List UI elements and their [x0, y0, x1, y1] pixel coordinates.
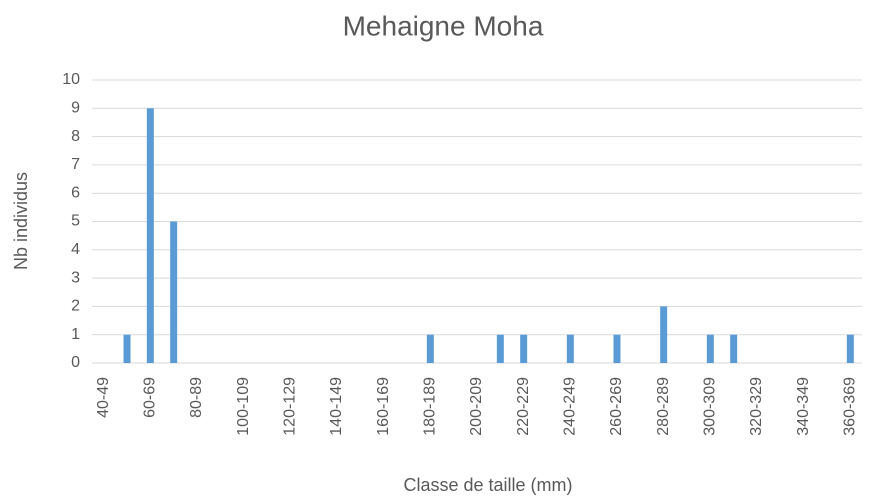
bar [496, 334, 504, 363]
y-tick-label: 0 [71, 354, 80, 371]
x-tick-label: 240-249 [562, 377, 579, 436]
x-tick-label: 280-289 [655, 377, 672, 436]
y-tick-label: 7 [71, 156, 80, 173]
bar [146, 108, 154, 363]
x-tick-label: 300-309 [702, 377, 719, 436]
x-tick-label: 60-69 [142, 377, 159, 418]
bar [613, 334, 621, 363]
x-tick-label: 180-189 [422, 377, 439, 436]
y-tick-label: 3 [71, 269, 80, 286]
x-tick-label: 120-129 [282, 377, 299, 436]
x-tick-label: 260-269 [608, 377, 625, 436]
x-tick-label: 320-329 [748, 377, 765, 436]
y-tick-label: 2 [71, 298, 80, 315]
bar [706, 334, 714, 363]
y-tick-label: 5 [71, 213, 80, 230]
x-tick-label: 360-369 [842, 377, 859, 436]
y-tick-label: 8 [71, 128, 80, 145]
y-tick-label: 4 [71, 241, 80, 258]
bar [566, 334, 574, 363]
bar [730, 334, 738, 363]
y-tick-label: 10 [62, 71, 80, 88]
x-tick-label: 80-89 [188, 377, 205, 418]
bar [846, 334, 854, 363]
x-tick-label: 160-169 [375, 377, 392, 436]
x-tick-label: 100-109 [235, 377, 252, 436]
x-tick-label: 340-349 [795, 377, 812, 436]
y-tick-label: 9 [71, 100, 80, 117]
bar [520, 334, 528, 363]
x-tick-label: 140-149 [328, 377, 345, 436]
y-tick-label: 6 [71, 184, 80, 201]
x-tick-label: 200-209 [468, 377, 485, 436]
bar [123, 334, 131, 363]
y-axis-title: Nb individus [11, 172, 31, 270]
x-tick-label: 220-229 [515, 377, 532, 436]
chart-title: Mehaigne Moha [343, 10, 544, 41]
bar [660, 306, 668, 363]
x-tick-label: 40-49 [95, 377, 112, 418]
y-tick-label: 1 [71, 326, 80, 343]
bar [170, 221, 178, 363]
bar [426, 334, 434, 363]
x-axis-title: Classe de taille (mm) [403, 475, 572, 495]
